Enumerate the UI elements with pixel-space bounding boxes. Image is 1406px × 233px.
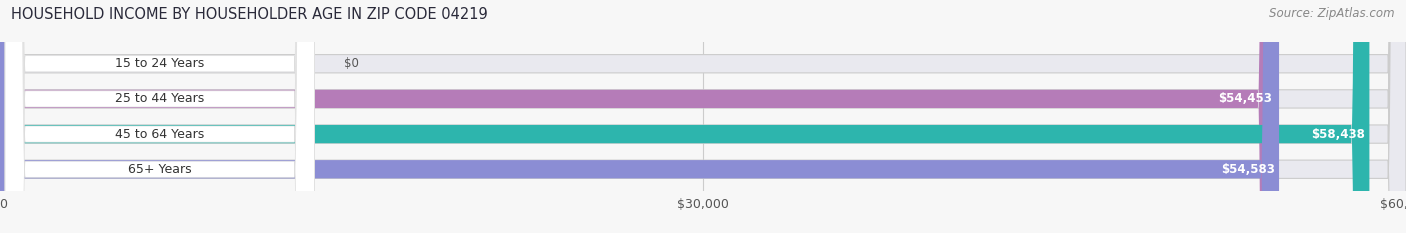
Text: 25 to 44 Years: 25 to 44 Years bbox=[115, 93, 204, 105]
Text: 45 to 64 Years: 45 to 64 Years bbox=[115, 128, 204, 140]
Text: $0: $0 bbox=[344, 57, 360, 70]
Text: HOUSEHOLD INCOME BY HOUSEHOLDER AGE IN ZIP CODE 04219: HOUSEHOLD INCOME BY HOUSEHOLDER AGE IN Z… bbox=[11, 7, 488, 22]
Text: $54,453: $54,453 bbox=[1218, 93, 1272, 105]
Text: Source: ZipAtlas.com: Source: ZipAtlas.com bbox=[1270, 7, 1395, 20]
Text: 65+ Years: 65+ Years bbox=[128, 163, 191, 176]
FancyBboxPatch shape bbox=[0, 0, 1279, 233]
Text: 15 to 24 Years: 15 to 24 Years bbox=[115, 57, 204, 70]
FancyBboxPatch shape bbox=[6, 0, 315, 233]
Text: $58,438: $58,438 bbox=[1312, 128, 1365, 140]
Text: $54,583: $54,583 bbox=[1220, 163, 1275, 176]
FancyBboxPatch shape bbox=[6, 0, 315, 233]
FancyBboxPatch shape bbox=[0, 0, 1277, 233]
FancyBboxPatch shape bbox=[0, 0, 1369, 233]
FancyBboxPatch shape bbox=[6, 0, 315, 233]
FancyBboxPatch shape bbox=[6, 0, 315, 233]
